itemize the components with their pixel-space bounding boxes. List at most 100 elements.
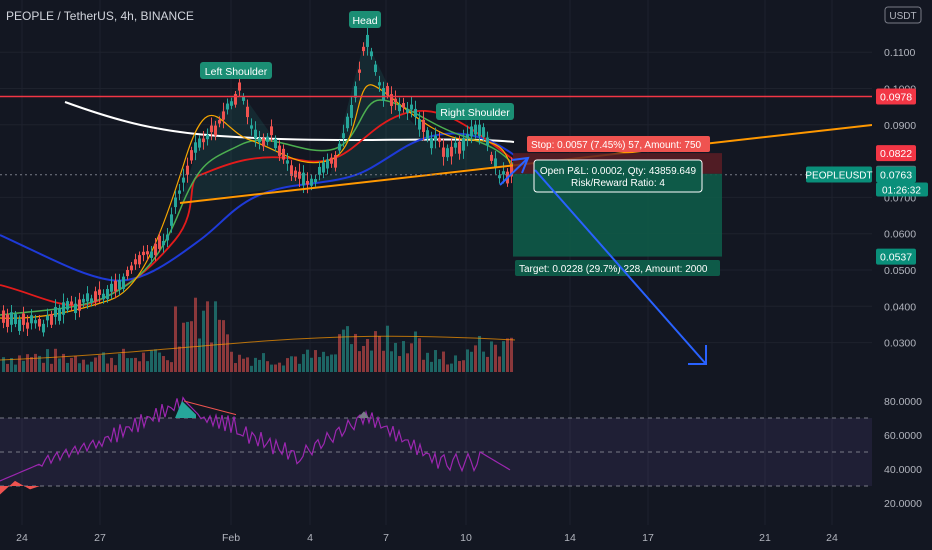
rsi-line <box>0 396 511 482</box>
candle-body <box>418 119 421 130</box>
volume-bar <box>114 365 117 372</box>
candle-body <box>298 171 301 179</box>
candle-body <box>346 116 349 129</box>
volume-bar <box>490 341 493 372</box>
volume-bar <box>418 338 421 372</box>
candle-body <box>374 64 377 73</box>
candle-body <box>118 280 121 290</box>
candle-body <box>302 172 305 186</box>
volume-bar <box>266 361 269 372</box>
volume-bar <box>122 348 125 372</box>
candle-body <box>270 126 273 136</box>
volume-bar <box>474 345 477 372</box>
volume-bar <box>322 351 325 372</box>
price-tick-label: 0.0600 <box>884 229 916 241</box>
candle-body <box>450 146 453 157</box>
candle-body <box>242 96 245 101</box>
target-label: Target: 0.0228 (29.7%) 228, Amount: 2000 <box>519 264 708 275</box>
volume-bar <box>310 357 313 372</box>
candle-body <box>474 124 477 135</box>
candle-body <box>258 138 261 143</box>
candle-body <box>502 171 505 175</box>
candle-body <box>458 141 461 154</box>
volume-bar <box>398 356 401 372</box>
candle-body <box>370 51 373 57</box>
volume-bar <box>386 325 389 372</box>
candle-body <box>202 138 205 143</box>
volume-bar <box>10 358 13 372</box>
candle-body <box>290 165 293 176</box>
candle-body <box>18 319 21 331</box>
rsi-tick-label: 80.0000 <box>884 396 922 408</box>
candle-body <box>250 125 253 129</box>
candle-body <box>194 142 197 153</box>
position-tool: Stop: 0.0057 (7.45%) 57, Amount: 750 Open… <box>513 136 722 276</box>
price-axis: 0.11000.10000.09000.07000.06000.05000.04… <box>872 0 932 550</box>
candle-body <box>66 301 69 310</box>
volume-bar <box>174 306 177 372</box>
candle-body <box>102 293 105 300</box>
volume-bar <box>446 364 449 372</box>
volume-bar <box>362 345 365 372</box>
price-tag-box <box>876 88 916 105</box>
projection-arrowhead-down <box>688 345 707 365</box>
volume-bar <box>430 361 433 372</box>
candle-body <box>58 308 61 321</box>
stop-label-box <box>527 136 710 152</box>
candle-body <box>166 234 169 241</box>
candle-body <box>186 165 189 175</box>
time-tick-label: Feb <box>222 532 240 544</box>
volume-bar <box>318 357 321 372</box>
time-tick-label: 17 <box>642 532 654 544</box>
candle-body <box>406 109 409 113</box>
rsi-tick-label: 20.0000 <box>884 498 922 510</box>
time-axis-bg <box>0 526 932 550</box>
volume-bar <box>354 333 357 372</box>
candle-body <box>310 178 313 186</box>
volume-bar <box>106 363 109 372</box>
risk-reward-label: Risk/Reward Ratio: 4 <box>571 178 665 189</box>
candle-body <box>350 104 353 118</box>
currency-button-frame <box>884 6 922 24</box>
time-tick-label: 24 <box>826 532 838 544</box>
volume-bar <box>326 356 329 372</box>
rsi-oversold-fill <box>0 480 40 495</box>
volume-bar <box>218 319 221 372</box>
candle-body <box>238 82 241 91</box>
volume-bar <box>478 335 481 372</box>
candle-body <box>398 104 401 112</box>
candle-body <box>78 299 81 311</box>
time-tick-label: 27 <box>94 532 106 544</box>
price-tag-box <box>876 166 916 183</box>
volume-bar <box>366 338 369 372</box>
chart-title: PEOPLE / TetherUS, 4h, BINANCE <box>6 9 194 23</box>
candle-body <box>46 315 49 321</box>
candle-body <box>274 138 277 149</box>
volume-bar <box>66 362 69 372</box>
candle-body <box>510 164 513 177</box>
volume-bar <box>406 353 409 372</box>
candle-body <box>454 142 457 148</box>
price-tag-box <box>876 145 916 162</box>
candle-body <box>382 88 385 101</box>
volume-bar <box>214 301 217 372</box>
volume-bar <box>166 360 169 372</box>
volume-bar <box>278 362 281 372</box>
rsi-tick-label: 60.0000 <box>884 430 922 442</box>
candle-body <box>170 214 173 226</box>
volume-bar <box>110 357 113 372</box>
volume-bar <box>330 354 333 372</box>
candle-body <box>34 320 37 324</box>
volume-bars <box>0 297 516 372</box>
volume-bar <box>454 355 457 372</box>
projection-arrow-down <box>534 169 707 365</box>
volume-bar <box>502 341 505 372</box>
volume-bar <box>462 360 465 372</box>
volume-bar <box>358 351 361 372</box>
volume-bar <box>510 337 513 372</box>
target-label-box <box>515 260 720 276</box>
currency-button[interactable]: USDT <box>884 6 922 24</box>
candle-body <box>482 127 485 137</box>
volume-bar <box>282 365 285 372</box>
